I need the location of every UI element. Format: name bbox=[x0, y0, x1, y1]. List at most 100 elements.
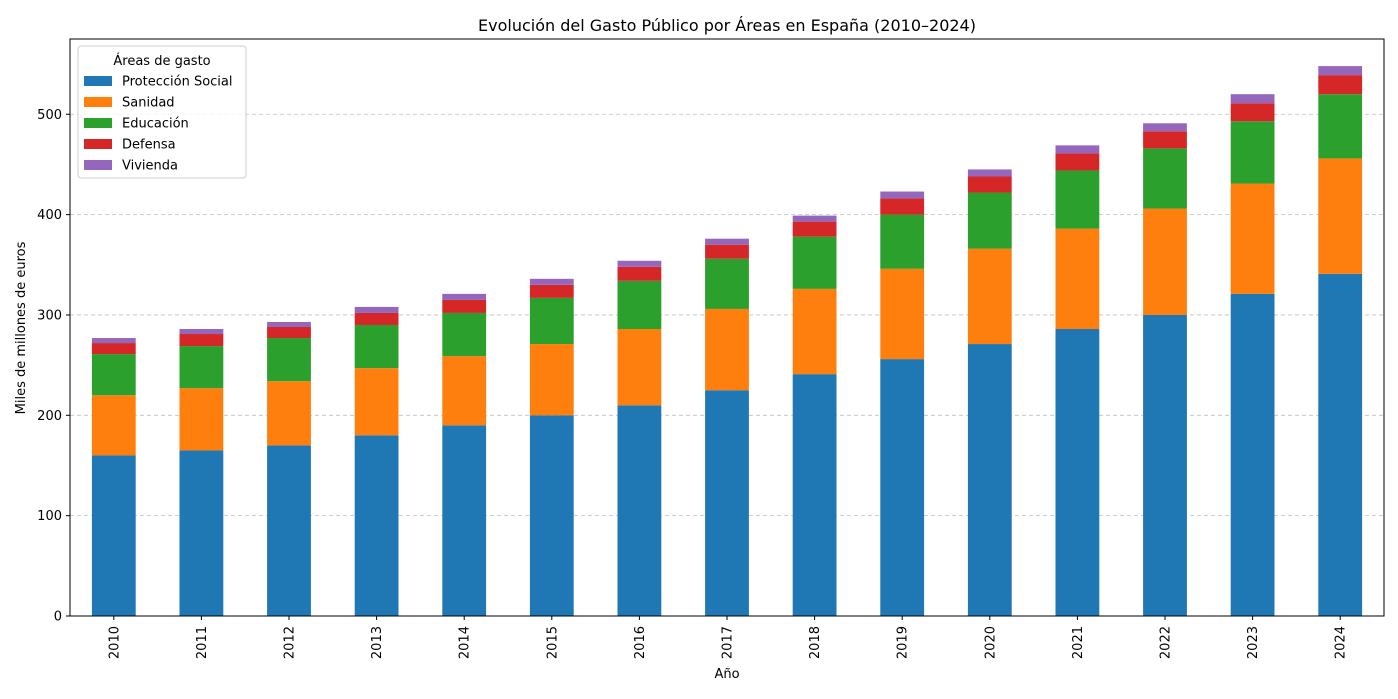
bar-segment bbox=[179, 346, 224, 389]
bar-segment bbox=[267, 321, 311, 327]
bar-segment bbox=[1318, 66, 1363, 76]
y-tick-label: 0 bbox=[54, 610, 62, 625]
bar-segment bbox=[1230, 94, 1275, 104]
legend: Áreas de gasto Protección Social Sanidad E… bbox=[77, 45, 247, 179]
chart-title: Evolución del Gasto Público por Áreas en… bbox=[478, 16, 976, 35]
x-tick-label: 2016 bbox=[633, 626, 648, 659]
bar-segment bbox=[617, 405, 662, 616]
bar-segment bbox=[91, 343, 136, 355]
legend-swatch bbox=[84, 118, 112, 128]
bar-segment bbox=[267, 338, 311, 382]
bar-segment bbox=[529, 297, 574, 345]
bar-segment bbox=[967, 248, 1012, 345]
legend-swatch bbox=[84, 97, 112, 107]
bar-segment bbox=[354, 312, 399, 325]
bar-segment bbox=[880, 359, 925, 616]
bar-segment bbox=[705, 308, 749, 391]
bar-segment bbox=[442, 425, 487, 616]
bar-segment bbox=[880, 214, 925, 269]
bar-segment bbox=[529, 284, 574, 298]
y-axis: 0 100 200 300 400 500 bbox=[37, 108, 70, 625]
bar-segment bbox=[179, 450, 224, 616]
bar-segment bbox=[442, 293, 487, 300]
y-tick-label: 500 bbox=[37, 108, 62, 123]
bar-segment bbox=[1055, 329, 1100, 616]
bar-segment bbox=[705, 238, 749, 245]
bar-segment bbox=[792, 215, 837, 222]
bar-segment bbox=[1318, 158, 1363, 274]
bar-segment bbox=[1143, 208, 1187, 315]
x-axis: 2010 2011 2012 2013 2014 2015 2016 2017 2018 2019… bbox=[107, 616, 1349, 659]
bar-segment bbox=[1230, 121, 1275, 184]
x-tick-label: 2015 bbox=[545, 626, 560, 659]
x-tick-label: 2017 bbox=[721, 626, 736, 659]
bar-segment bbox=[1055, 153, 1100, 171]
bar-segment bbox=[1318, 273, 1363, 616]
x-axis-label: Año bbox=[714, 667, 739, 682]
bar-segment bbox=[179, 329, 224, 335]
bar-segment bbox=[617, 329, 662, 406]
x-tick-label: 2024 bbox=[1334, 626, 1349, 659]
bar-segment bbox=[617, 280, 662, 330]
bar-segment bbox=[529, 344, 574, 416]
bar-segment bbox=[91, 395, 136, 456]
bar-segment bbox=[967, 169, 1012, 177]
bar-segment bbox=[1318, 75, 1363, 95]
bar-segment bbox=[1318, 94, 1363, 159]
bar-segment bbox=[705, 258, 749, 309]
bar-segment bbox=[91, 455, 136, 616]
bar-segment bbox=[1143, 148, 1187, 209]
bar-segment bbox=[705, 390, 749, 616]
bar-segment bbox=[617, 260, 662, 267]
bar-segment bbox=[1230, 103, 1275, 122]
bar-segment bbox=[967, 192, 1012, 249]
legend-swatch bbox=[84, 160, 112, 170]
bar-segment bbox=[1143, 123, 1187, 132]
x-tick-label: 2023 bbox=[1246, 626, 1261, 659]
bar-segment bbox=[354, 324, 399, 369]
bar-segment bbox=[529, 415, 574, 616]
bar-segment bbox=[1143, 131, 1187, 149]
bar-segment bbox=[1230, 183, 1275, 294]
bar-segment bbox=[91, 338, 136, 344]
bar-segment bbox=[705, 244, 749, 259]
bar-segment bbox=[967, 176, 1012, 193]
bar-segment bbox=[792, 221, 837, 237]
bar-segment bbox=[617, 266, 662, 281]
x-tick-label: 2019 bbox=[896, 626, 911, 659]
legend-label: Protección Social bbox=[122, 75, 233, 90]
bar-segment bbox=[529, 278, 574, 285]
bar-segment bbox=[1055, 145, 1100, 154]
x-tick-label: 2021 bbox=[1071, 626, 1086, 659]
bar-segment bbox=[267, 326, 311, 339]
bar-segment bbox=[792, 288, 837, 375]
bar-segment bbox=[442, 312, 487, 357]
bars bbox=[91, 66, 1363, 616]
legend-label: Vivienda bbox=[122, 159, 178, 174]
y-tick-label: 200 bbox=[37, 409, 62, 424]
bar-segment bbox=[880, 191, 925, 199]
y-tick-label: 300 bbox=[37, 308, 62, 323]
bar-segment bbox=[1055, 228, 1100, 330]
legend-box bbox=[77, 45, 247, 179]
legend-label: Sanidad bbox=[122, 96, 175, 111]
bar-segment bbox=[354, 435, 399, 616]
x-tick-label: 2012 bbox=[283, 626, 298, 659]
bar-segment bbox=[267, 381, 311, 446]
legend-title: Áreas de gasto bbox=[113, 53, 210, 69]
bar-segment bbox=[442, 356, 487, 426]
y-tick-label: 400 bbox=[37, 208, 62, 223]
bar-segment bbox=[354, 368, 399, 436]
x-tick-label: 2020 bbox=[983, 626, 998, 659]
bar-segment bbox=[967, 344, 1012, 616]
bar-segment bbox=[792, 374, 837, 616]
bar-segment bbox=[792, 236, 837, 289]
x-tick-label: 2010 bbox=[107, 626, 122, 659]
y-tick-label: 100 bbox=[37, 509, 62, 524]
x-tick-label: 2014 bbox=[458, 626, 473, 659]
legend-label: Defensa bbox=[122, 138, 176, 153]
x-tick-label: 2018 bbox=[808, 626, 823, 659]
bar-segment bbox=[91, 354, 136, 396]
